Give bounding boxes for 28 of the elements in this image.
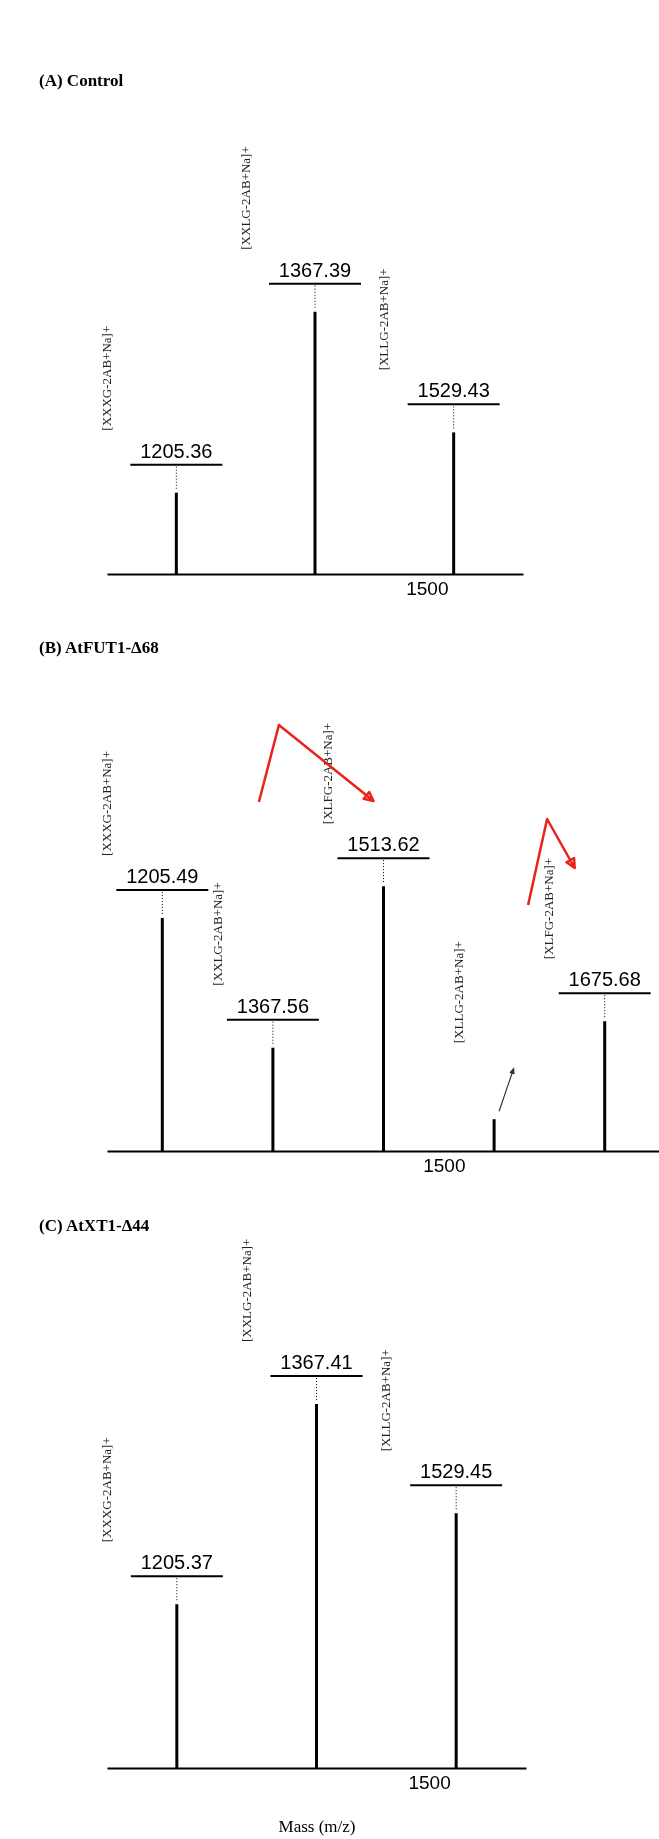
annotation: 1367.41	[280, 1351, 353, 1374]
chart-title: (B) AtFUT1-Δ68	[39, 638, 159, 657]
annotation: [XLFG-2AB+Na]+	[541, 857, 557, 960]
chart-title: (A) Control	[39, 71, 124, 90]
annotation: 1675.68	[568, 968, 641, 991]
chart-title: (C) AtXT1-Δ44	[39, 1215, 150, 1235]
annotation: [XLLG-2AB+Na]+	[378, 1349, 394, 1452]
text: [XXLG-2AB+Na]+	[237, 146, 253, 250]
annotation: [XXXG-2AB+Na]+	[99, 325, 114, 431]
annotation: 1513.62	[347, 833, 420, 856]
text: 1500	[408, 1772, 451, 1793]
text: [XXXG-2AB+Na]+	[99, 751, 114, 856]
text: [XLFG-2AB+Na]+	[320, 722, 336, 825]
annotation: 1529.45	[420, 1460, 493, 1483]
annotation: [XLLG-2AB+Na]+	[450, 941, 466, 1044]
annotation: 1367.39	[278, 258, 352, 281]
annotation: [XLLG-2AB+Na]+	[376, 268, 392, 371]
text: 1500	[406, 578, 449, 599]
x-axis-title: Mass (m/z)	[278, 1816, 356, 1836]
annotation: 1367.56	[236, 994, 310, 1017]
annotation: 1205.36	[140, 439, 213, 462]
annotation: [XXLG-2AB+Na]+	[209, 882, 225, 986]
text: [XXLG-2AB+Na]+	[238, 1238, 254, 1343]
annotation: 1529.43	[417, 379, 490, 402]
annotation: 1205.37	[140, 1551, 213, 1574]
annotation: 1205.49	[126, 864, 199, 887]
text: 1500	[423, 1155, 466, 1176]
annotation: [XXXG-2AB+Na]+	[99, 1437, 114, 1543]
